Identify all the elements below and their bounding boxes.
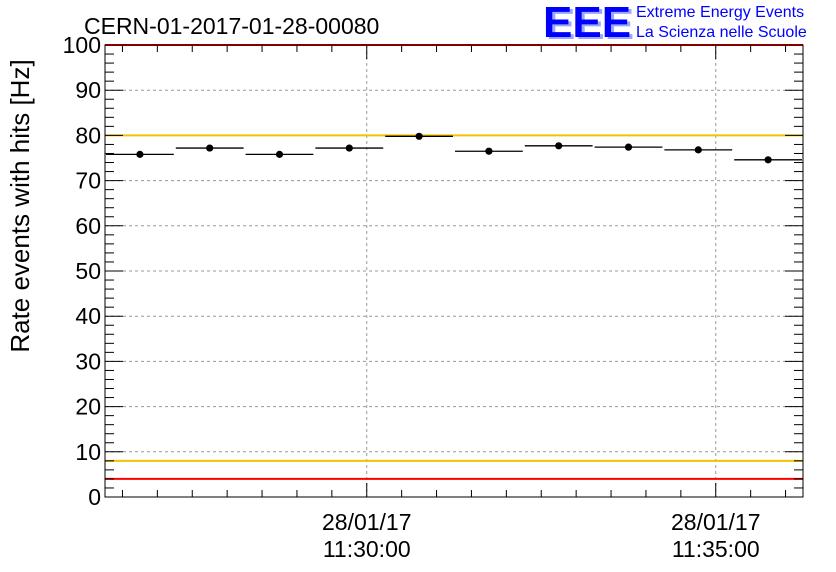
- point-marker: [694, 146, 702, 154]
- plot-frame: [104, 44, 804, 498]
- point-marker: [485, 147, 493, 155]
- y-tick-label: 90: [75, 77, 101, 103]
- eee-logo-shadow: EEE: [546, 1, 634, 45]
- logo-caption: Extreme Energy Events La Scienza nelle S…: [636, 3, 807, 43]
- x-tick-label-date: 28/01/17: [671, 509, 761, 535]
- y-tick-label: 20: [75, 394, 101, 420]
- data-point: [245, 150, 314, 158]
- axis-ticks: [105, 44, 803, 498]
- data-point: [385, 132, 453, 140]
- logo-line-1: Extreme Energy Events: [636, 4, 805, 21]
- data-point: [664, 146, 733, 154]
- data-point: [455, 147, 523, 155]
- point-marker: [624, 143, 633, 151]
- y-tick-label: 50: [75, 258, 101, 284]
- y-tick-label: 70: [75, 168, 101, 194]
- data-point: [175, 144, 244, 152]
- eee-logo-icon: EEE EEE: [543, 1, 634, 45]
- y-tick-label: 10: [75, 439, 101, 465]
- data-points: [106, 132, 802, 164]
- y-tick-label: 40: [75, 303, 101, 329]
- grid-lines: [105, 45, 803, 497]
- y-tick-label: 60: [75, 213, 101, 239]
- x-tick-label-time: 11:30:00: [323, 536, 411, 562]
- logo-line-2: La Scienza nelle Scuole: [636, 24, 807, 41]
- reference-lines: [105, 44, 803, 480]
- y-tick-label: 0: [88, 484, 101, 510]
- data-point: [524, 142, 593, 150]
- x-tick-label-time: 11:35:00: [672, 536, 760, 562]
- point-marker: [345, 144, 353, 152]
- y-tick-label: 100: [63, 32, 101, 58]
- chart-title: CERN-01-2017-01-28-00080: [84, 13, 379, 39]
- data-point: [594, 143, 663, 151]
- point-marker: [415, 132, 423, 140]
- y-tick-label: 80: [75, 122, 101, 148]
- x-tick-label-date: 28/01/17: [322, 509, 412, 535]
- point-marker: [764, 156, 772, 164]
- data-point: [734, 156, 802, 164]
- y-axis-label: Rate events with hits [Hz]: [5, 59, 35, 352]
- y-tick-label: 30: [75, 348, 101, 374]
- y-tick-labels: 0 10 20 30 40 50 60 70 80 90 100: [63, 32, 101, 510]
- point-marker: [275, 150, 284, 158]
- data-point: [315, 144, 384, 152]
- point-marker: [555, 142, 563, 150]
- point-marker: [206, 144, 214, 152]
- point-marker: [136, 150, 144, 158]
- eee-logo-mark: EEE: [543, 1, 631, 45]
- data-point: [106, 150, 174, 158]
